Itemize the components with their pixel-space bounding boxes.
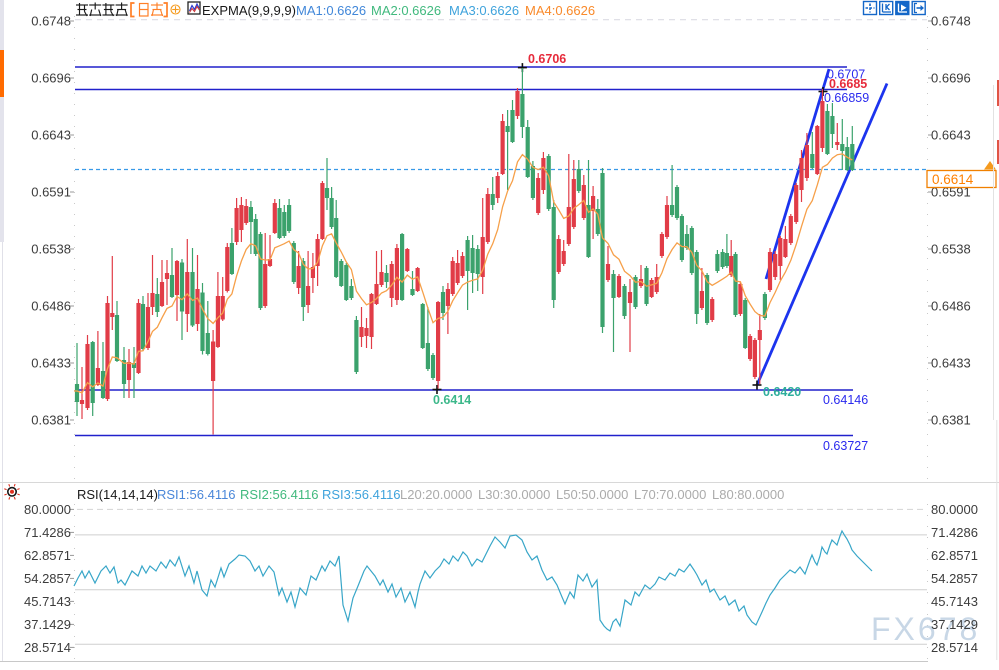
svg-text:0.6591: 0.6591 [931, 185, 971, 200]
svg-text:0.6685: 0.6685 [829, 77, 867, 91]
svg-text:0.6707: 0.6707 [827, 68, 865, 82]
svg-text:0.6486: 0.6486 [31, 299, 71, 314]
svg-text:0.6486: 0.6486 [931, 299, 971, 314]
svg-text:RSI(14,14,14): RSI(14,14,14) [77, 487, 158, 502]
svg-text:0.66859: 0.66859 [824, 91, 869, 105]
svg-text:37.1429: 37.1429 [931, 617, 978, 632]
svg-text:0.6748: 0.6748 [31, 14, 71, 29]
svg-text:0.6706: 0.6706 [528, 52, 566, 66]
svg-text:MA2:0.6626: MA2:0.6626 [371, 3, 441, 18]
svg-text:L50:50.0000: L50:50.0000 [556, 487, 628, 502]
svg-text:L70:70.0000: L70:70.0000 [634, 487, 706, 502]
svg-text:0.6748: 0.6748 [931, 14, 971, 29]
svg-text:0.6381: 0.6381 [31, 413, 71, 428]
svg-text:54.2857: 54.2857 [931, 571, 978, 586]
svg-text:MA1:0.6626: MA1:0.6626 [296, 3, 366, 18]
svg-text:RSI3:56.4116: RSI3:56.4116 [322, 487, 401, 502]
svg-text:45.7143: 45.7143 [931, 594, 978, 609]
svg-text:0.6433: 0.6433 [31, 356, 71, 371]
svg-text:0.6538: 0.6538 [931, 242, 971, 257]
svg-text:EXPMA(9,9,9,9): EXPMA(9,9,9,9) [202, 3, 296, 18]
svg-text:0.6643: 0.6643 [931, 128, 971, 143]
svg-text:71.4286: 71.4286 [931, 525, 978, 540]
svg-text:0.6538: 0.6538 [31, 242, 71, 257]
svg-text:0.6381: 0.6381 [931, 413, 971, 428]
svg-text:0.6696: 0.6696 [31, 71, 71, 86]
svg-text:28.5714: 28.5714 [931, 640, 978, 655]
svg-text:0.63727: 0.63727 [823, 439, 868, 453]
svg-text:0.6420: 0.6420 [763, 385, 801, 399]
svg-text:45.7143: 45.7143 [24, 594, 71, 609]
svg-text:62.8571: 62.8571 [24, 548, 71, 563]
svg-text:MA4:0.6626: MA4:0.6626 [525, 3, 595, 18]
svg-text:0.64146: 0.64146 [823, 393, 868, 407]
svg-text:L80:80.0000: L80:80.0000 [712, 487, 784, 502]
svg-text:RSI1:56.4116: RSI1:56.4116 [157, 487, 236, 502]
svg-text:MA3:0.6626: MA3:0.6626 [449, 3, 519, 18]
svg-text:0.6591: 0.6591 [31, 185, 71, 200]
svg-text:L20:20.0000: L20:20.0000 [400, 487, 472, 502]
svg-text:0.6696: 0.6696 [931, 71, 971, 86]
svg-text:37.1429: 37.1429 [24, 617, 71, 632]
svg-text:80.0000: 80.0000 [931, 502, 978, 517]
svg-text:RSI2:56.4116: RSI2:56.4116 [240, 487, 319, 502]
svg-text:54.2857: 54.2857 [24, 571, 71, 586]
svg-text:0.6433: 0.6433 [931, 356, 971, 371]
svg-text:0.6414: 0.6414 [433, 393, 471, 407]
svg-text:62.8571: 62.8571 [931, 548, 978, 563]
svg-text:L30:30.0000: L30:30.0000 [478, 487, 550, 502]
svg-text:28.5714: 28.5714 [24, 640, 71, 655]
svg-text:FX678: FX678 [871, 611, 980, 647]
svg-text:80.0000: 80.0000 [24, 502, 71, 517]
svg-text:0.6643: 0.6643 [31, 128, 71, 143]
svg-text:71.4286: 71.4286 [24, 525, 71, 540]
svg-text:0.6614: 0.6614 [932, 172, 974, 187]
